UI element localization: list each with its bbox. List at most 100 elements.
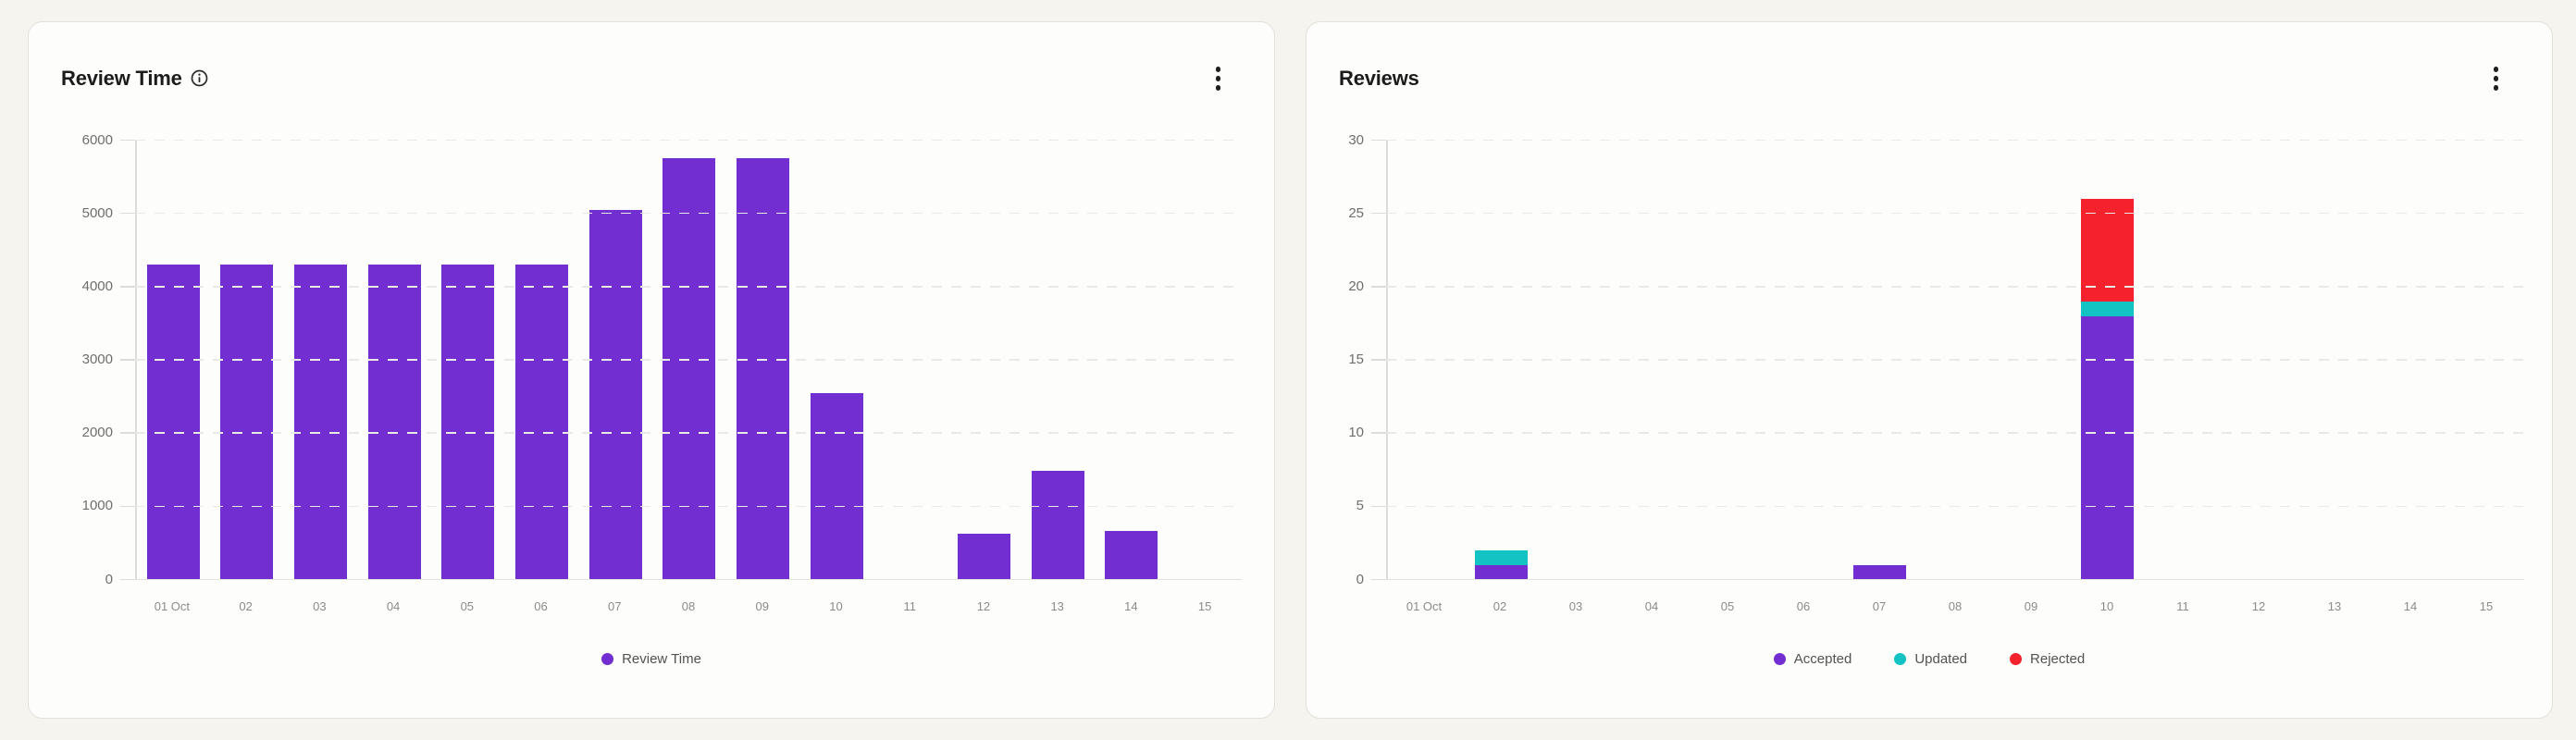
y-axis-label: 6000 bbox=[81, 131, 113, 148]
kebab-menu-button[interactable] bbox=[1210, 63, 1227, 94]
bar-group bbox=[799, 141, 873, 580]
info-circle-icon[interactable] bbox=[191, 69, 208, 87]
bar-stack bbox=[1853, 564, 1907, 580]
bar-group bbox=[578, 141, 652, 580]
card-header: Reviews bbox=[1307, 22, 2552, 94]
x-axis-label: 12 bbox=[976, 598, 991, 613]
legend-label: Review Time bbox=[622, 650, 701, 667]
y-axis-label: 5 bbox=[1356, 498, 1364, 514]
x-axis-label: 11 bbox=[2176, 598, 2189, 613]
bar-segment-accepted bbox=[2081, 315, 2135, 580]
x-axis-label: 10 bbox=[829, 598, 843, 613]
bar-group bbox=[1095, 141, 1169, 580]
chart-legend: Review Time bbox=[29, 651, 1274, 667]
legend-dot bbox=[2010, 652, 2023, 665]
legend-item-rejected[interactable]: Rejected bbox=[2010, 651, 2085, 667]
bar-segment-review-time bbox=[441, 265, 495, 580]
bar-segment-review-time bbox=[294, 265, 348, 580]
x-axis-label: 06 bbox=[534, 598, 548, 613]
legend-item-updated[interactable]: Updated bbox=[1894, 651, 1967, 667]
legend-label: Updated bbox=[1914, 650, 1968, 667]
kebab-vertical-icon bbox=[2493, 67, 2498, 72]
card-title: Reviews bbox=[1339, 66, 1419, 90]
plot-area: 0 5 10 15 20 25 30 bbox=[1348, 132, 2524, 587]
x-axis-label: 05 bbox=[460, 598, 475, 613]
bar-stack bbox=[441, 265, 495, 580]
kebab-vertical-icon bbox=[1215, 67, 1220, 72]
bar-stack bbox=[220, 265, 274, 580]
bars-area bbox=[137, 141, 1243, 580]
x-axis-label: 07 bbox=[1872, 598, 1887, 613]
bar-group bbox=[137, 141, 211, 580]
bar-stack bbox=[515, 265, 569, 580]
bar-group bbox=[431, 141, 505, 580]
x-axis-label: 04 bbox=[386, 598, 401, 613]
gridline bbox=[135, 286, 1242, 288]
legend-label: Rejected bbox=[2030, 650, 2086, 667]
bar-group bbox=[210, 141, 284, 580]
x-axis-label: 02 bbox=[1492, 598, 1507, 613]
bar-segment-review-time bbox=[367, 265, 421, 580]
x-axis-label: 11 bbox=[903, 598, 916, 613]
x-axis-labels: 01 Oct 02 03 04 05 06 07 08 09 10 11 12 13 14 15 bbox=[135, 599, 1242, 614]
review-time-chart: 0 1000 2000 3000 4000 5000 6000 01 Oct 02 03 04 05… bbox=[29, 132, 1274, 667]
bar-group bbox=[357, 141, 431, 580]
bar-segment-review-time bbox=[588, 209, 642, 580]
y-axis-tick bbox=[1371, 578, 1386, 581]
y-axis-label: 5000 bbox=[81, 204, 113, 221]
x-axis-label: 03 bbox=[313, 598, 327, 613]
x-axis-label: 02 bbox=[239, 598, 253, 613]
bar-stack bbox=[588, 209, 642, 580]
bar-group bbox=[947, 141, 1022, 580]
reviews-card: Reviews 0 5 10 15 20 25 30 01 Oct 02 03 04 05 06 07 0… bbox=[1306, 21, 2553, 719]
bar-group bbox=[1021, 141, 1095, 580]
x-axis-label: 07 bbox=[608, 598, 622, 613]
bar-stack bbox=[367, 265, 421, 580]
chart-legend: Accepted Updated Rejected bbox=[1307, 651, 2552, 667]
x-axis-label: 13 bbox=[2327, 598, 2342, 613]
x-axis-label: 13 bbox=[1050, 598, 1064, 613]
x-axis-label: 08 bbox=[1948, 598, 1963, 613]
y-axis-label: 0 bbox=[1356, 571, 1364, 587]
review-time-card: Review Time 0 1000 2000 3000 4000 500 bbox=[28, 21, 1275, 719]
y-axis-tick bbox=[120, 505, 135, 508]
y-axis-tick bbox=[120, 578, 135, 581]
bar-group bbox=[1842, 141, 1918, 580]
y-axis-tick bbox=[120, 139, 135, 142]
bar-segment-review-time bbox=[663, 158, 716, 580]
gridline bbox=[135, 212, 1242, 215]
x-axis-line bbox=[1386, 578, 2524, 581]
card-title: Review Time bbox=[61, 66, 182, 90]
y-axis-label: 10 bbox=[1348, 425, 1364, 441]
bar-segment-updated bbox=[2081, 301, 2135, 316]
bar-group bbox=[505, 141, 579, 580]
legend-item-review-time[interactable]: Review Time bbox=[601, 651, 701, 667]
bar-segment-review-time bbox=[736, 158, 789, 580]
x-axis-label: 03 bbox=[1568, 598, 1583, 613]
bar-segment-review-time bbox=[220, 265, 274, 580]
bar-segment-review-time bbox=[515, 265, 569, 580]
y-axis-tick bbox=[1371, 359, 1386, 361]
y-axis-tick bbox=[1371, 139, 1386, 142]
x-axis-label: 09 bbox=[755, 598, 769, 613]
y-axis-tick bbox=[1371, 505, 1386, 508]
gridline bbox=[135, 505, 1242, 508]
y-axis-tick bbox=[1371, 212, 1386, 215]
legend-item-accepted[interactable]: Accepted bbox=[1773, 651, 1852, 667]
y-axis-label: 4000 bbox=[81, 278, 113, 294]
bar-segment-accepted bbox=[1853, 564, 1907, 580]
x-axis-label: 08 bbox=[681, 598, 696, 613]
x-axis-label: 15 bbox=[1197, 598, 1212, 613]
bar-stack bbox=[957, 534, 1010, 580]
gridline bbox=[1386, 212, 2524, 215]
y-axis-label: 15 bbox=[1348, 352, 1364, 367]
bar-segment-accepted bbox=[1474, 564, 1528, 580]
gridline bbox=[1386, 505, 2524, 508]
y-axis-tick bbox=[1371, 432, 1386, 434]
kebab-menu-button[interactable] bbox=[2488, 63, 2505, 94]
bar-segment-review-time bbox=[957, 534, 1010, 580]
bar-group bbox=[284, 141, 358, 580]
bar-stack bbox=[294, 265, 348, 580]
bar-stack bbox=[1474, 549, 1528, 580]
